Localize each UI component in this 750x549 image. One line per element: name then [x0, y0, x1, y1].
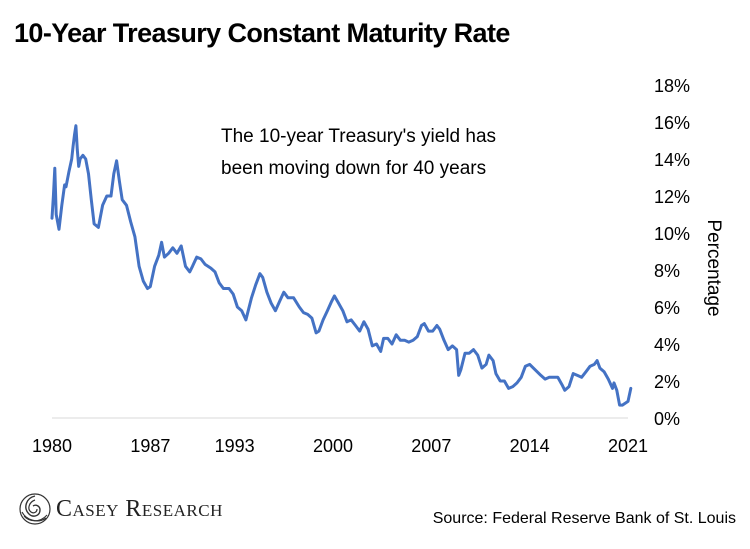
y-axis: 0% 2% 4% 6% 8% 10% 12% 14% 16% 18%: [654, 76, 690, 429]
x-tick-label: 2014: [510, 436, 550, 456]
y-tick-label: 4%: [654, 335, 680, 355]
y-tick-label: 12%: [654, 187, 690, 207]
x-axis: 1980 1987 1993 2000 2007 2014 2021: [32, 417, 648, 456]
casey-research-logo: Casey Research: [18, 492, 223, 526]
series-layer: [50, 124, 633, 407]
casey-swirl-icon: [19, 493, 51, 525]
x-tick-label: 1980: [32, 436, 72, 456]
annotation-line-1: The 10-year Treasury's yield has: [221, 126, 496, 147]
annotation-line-2: been moving down for 40 years: [221, 158, 486, 179]
y-tick-label: 6%: [654, 298, 680, 318]
chart-title: 10-Year Treasury Constant Maturity Rate: [14, 18, 510, 48]
y-tick-label: 18%: [654, 76, 690, 96]
x-tick-label: 2021: [608, 436, 648, 456]
y-tick-label: 0%: [654, 409, 680, 429]
y-tick-label: 8%: [654, 261, 680, 281]
y-tick-label: 16%: [654, 113, 690, 133]
source-note: Source: Federal Reserve Bank of St. Loui…: [432, 510, 736, 527]
logo-text: Casey Research: [56, 495, 223, 522]
y-axis-label: Percentage: [703, 219, 724, 316]
series-line: [50, 124, 633, 407]
x-tick-label: 1987: [130, 436, 170, 456]
x-tick-label: 1993: [215, 436, 255, 456]
x-tick-label: 2007: [411, 436, 451, 456]
y-tick-label: 10%: [654, 224, 690, 244]
y-tick-label: 2%: [654, 372, 680, 392]
y-tick-label: 14%: [654, 150, 690, 170]
x-tick-label: 2000: [313, 436, 353, 456]
